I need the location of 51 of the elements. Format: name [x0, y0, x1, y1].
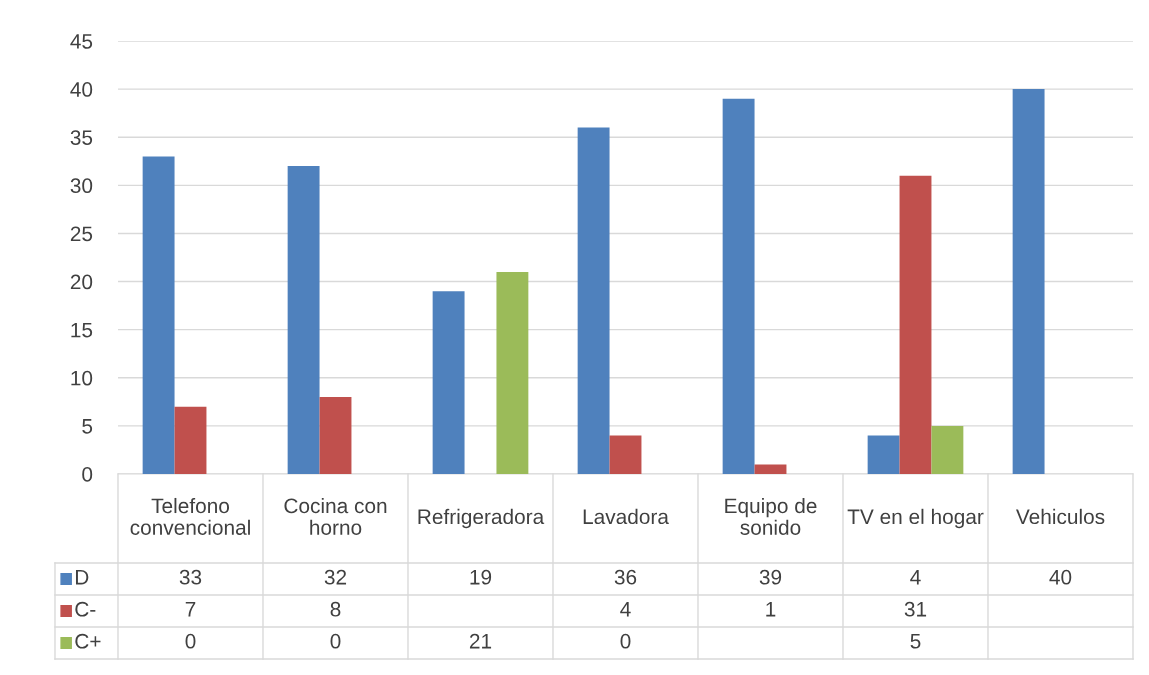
data-label: 36	[614, 569, 637, 585]
y-tick-label: 35	[70, 130, 93, 145]
bar	[174, 406, 207, 474]
data-label: 33	[179, 569, 202, 585]
data-label: 0	[330, 633, 341, 649]
bar	[1012, 89, 1045, 474]
data-label: 40	[1049, 569, 1072, 585]
x-tick-label: Refrigeradora	[418, 508, 545, 529]
x-tick-label: Telefono convencional	[130, 497, 250, 535]
data-label: 4	[910, 570, 921, 585]
bar	[287, 166, 320, 474]
data-label: 19	[470, 569, 492, 585]
x-tick-label: Lavadora	[583, 508, 669, 525]
bar	[754, 464, 787, 474]
data-label: 8	[330, 601, 341, 617]
data-label: 0	[620, 633, 631, 649]
y-tick-label: 25	[70, 226, 93, 242]
bar	[609, 435, 642, 474]
data-label: 21	[469, 633, 492, 649]
bar	[319, 397, 352, 474]
data-label: 31	[904, 601, 927, 617]
y-tick-label: 30	[70, 178, 93, 194]
data-label: 0	[185, 633, 196, 649]
x-tick-label: TV en el hogar	[847, 508, 984, 529]
bar	[142, 156, 175, 474]
legend-label: C-	[75, 601, 96, 617]
y-tick-label: 10	[71, 370, 93, 386]
data-label: 4	[620, 602, 631, 617]
bar	[577, 127, 610, 474]
y-tick-label: 15	[71, 322, 93, 338]
y-tick-label: 40	[70, 82, 93, 97]
bar	[899, 175, 932, 474]
bar	[931, 425, 964, 474]
bar	[432, 291, 465, 474]
x-tick-label: Cocina con horno	[284, 497, 387, 535]
data-label: 1	[766, 602, 776, 617]
bar	[496, 271, 529, 474]
bar	[867, 435, 900, 474]
y-tick-label: 20	[70, 274, 93, 290]
y-tick-label: 45	[70, 34, 93, 49]
data-label: 32	[324, 569, 347, 585]
legend-label: C+	[75, 633, 101, 649]
legend-label: D	[75, 570, 89, 585]
bar	[722, 98, 755, 474]
data-label: 7	[185, 602, 196, 617]
x-tick-label: Vehiculos	[1016, 508, 1105, 525]
x-tick-label: Equipo de sonido	[725, 497, 817, 535]
y-tick-label: 0	[82, 467, 93, 482]
data-label: 5	[910, 634, 921, 649]
y-tick-label: 5	[82, 419, 93, 434]
data-label: 39	[759, 569, 782, 585]
